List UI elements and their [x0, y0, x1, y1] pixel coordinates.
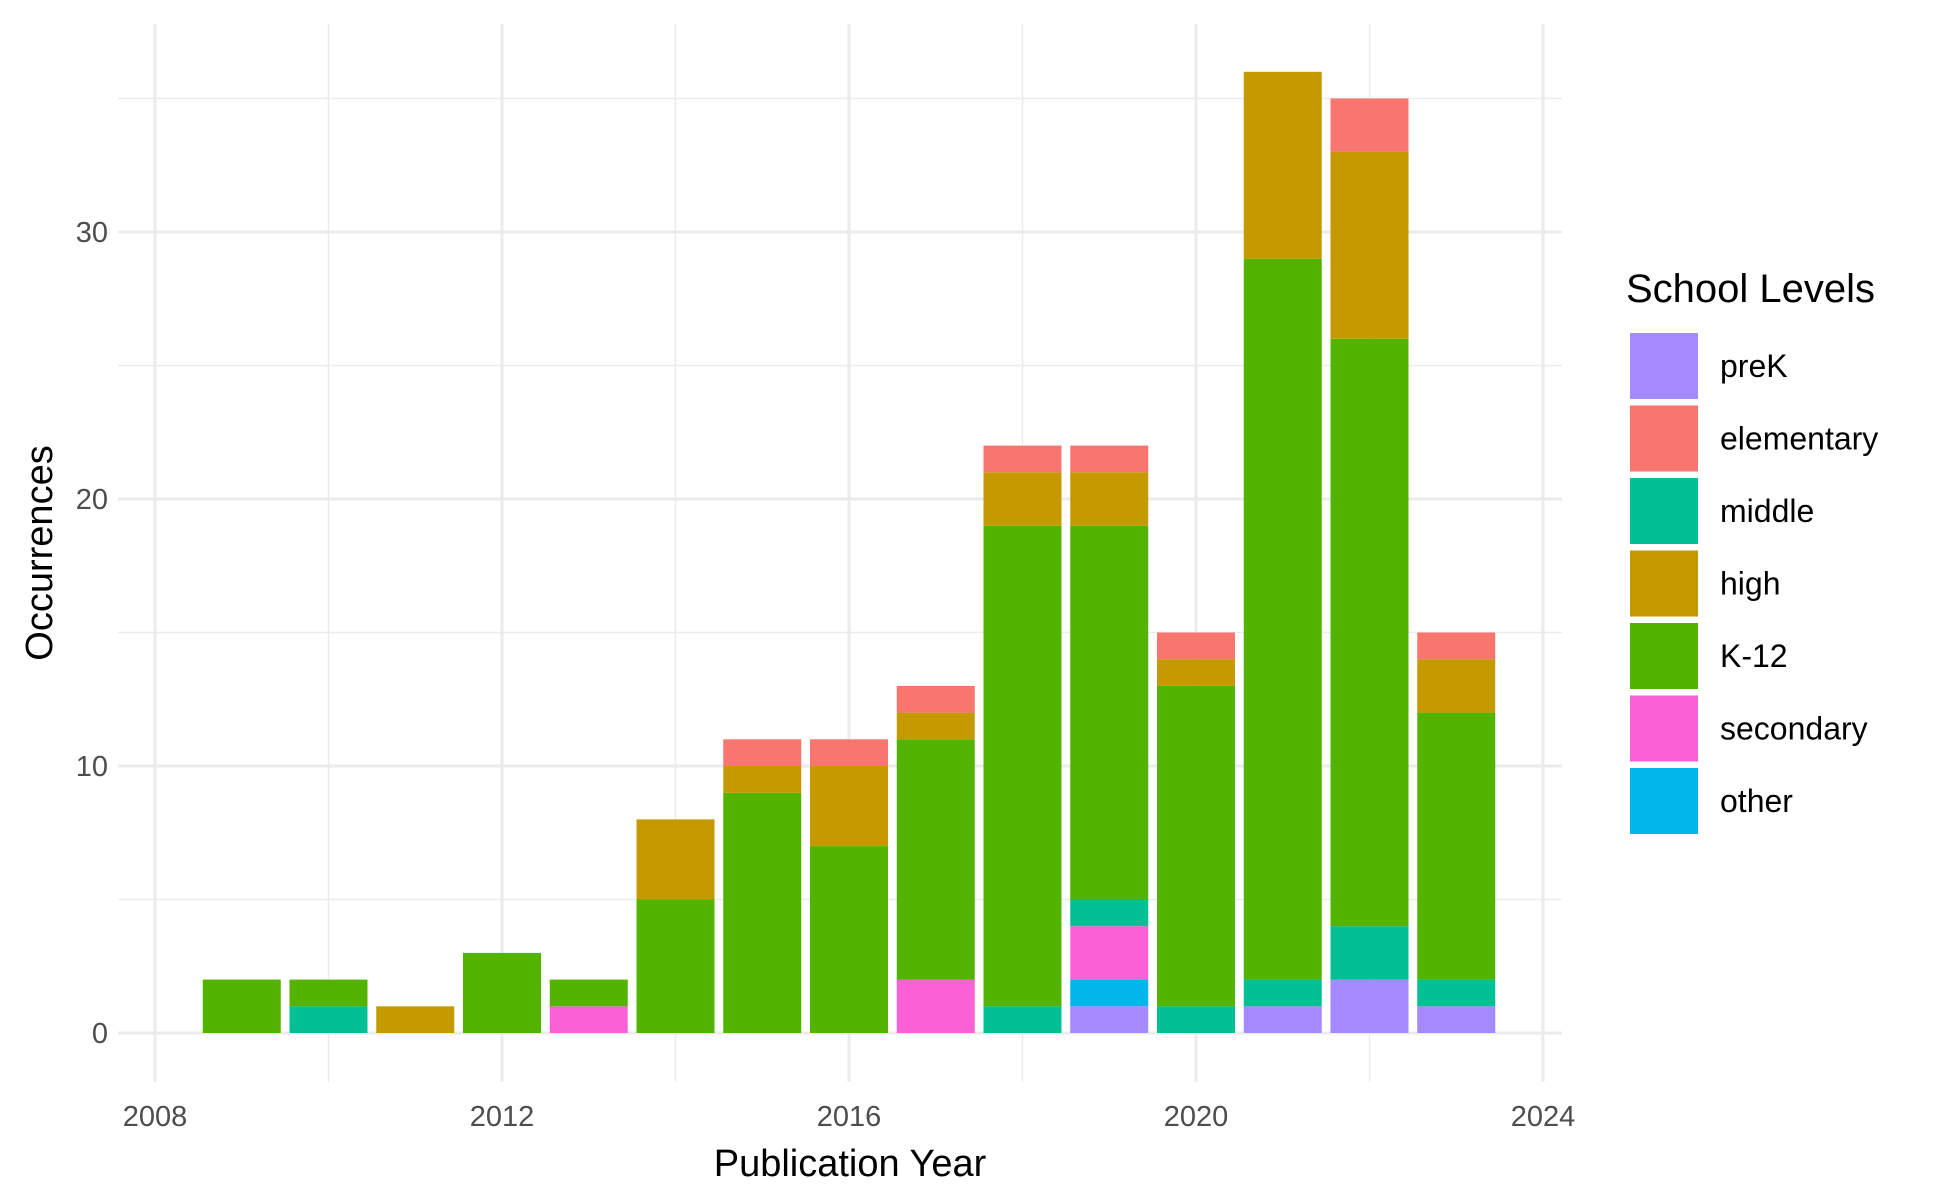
- x-tick-label: 2008: [123, 1101, 188, 1133]
- bar-segment-high-2022: [1330, 151, 1409, 339]
- bar-segment-middle-2021: [1243, 979, 1322, 1007]
- bar-segment-middle-2018: [983, 1006, 1062, 1033]
- bar-segment-prek-2021: [1243, 1006, 1322, 1033]
- bar-segment-k-12-2020: [1157, 685, 1235, 1007]
- y-axis-tick-labels: 0 10 20 30: [76, 217, 108, 1050]
- legend-key-elementary: [1630, 405, 1698, 472]
- bar-segment-k-12-2017: [896, 739, 975, 980]
- bar-segment-secondary-2019: [1070, 926, 1149, 980]
- legend: School Levels preK elementary middle high K-…: [1626, 267, 1878, 834]
- bar-segment-other-2019: [1070, 979, 1149, 1007]
- bar-segment-high-2015: [723, 766, 802, 793]
- x-axis-tick-labels: 2008 2012 2016 2020 2024: [123, 1101, 1576, 1133]
- y-tick-label: 0: [92, 1018, 108, 1050]
- bar-segment-elementary-2017: [896, 685, 975, 713]
- bar-segment-middle-2023: [1417, 979, 1496, 1007]
- bar-segment-secondary-2013: [549, 1006, 628, 1033]
- bar-segment-high-2017: [896, 712, 975, 740]
- y-tick-label: 30: [76, 217, 108, 249]
- legend-key-k-12: [1630, 623, 1698, 689]
- legend-label-k-12: K-12: [1720, 638, 1788, 674]
- legend-label-prek: preK: [1720, 348, 1788, 384]
- bar-segment-elementary-2020: [1157, 632, 1235, 660]
- legend-label-high: high: [1720, 566, 1781, 602]
- legend-key-secondary: [1630, 695, 1698, 762]
- bar-segment-elementary-2018: [983, 445, 1062, 473]
- bar-segment-elementary-2022: [1330, 98, 1409, 152]
- legend-label-elementary: elementary: [1720, 421, 1878, 457]
- legend-label-secondary: secondary: [1720, 711, 1868, 747]
- legend-label-other: other: [1720, 783, 1793, 819]
- bar-segment-k-12-2023: [1417, 712, 1496, 980]
- bar-segments: [202, 71, 1496, 1033]
- bar-segment-prek-2019: [1070, 1006, 1149, 1033]
- bar-segment-k-12-2019: [1070, 525, 1149, 900]
- bar-segment-k-12-2010: [289, 979, 368, 1007]
- bar-segment-elementary-2023: [1417, 632, 1496, 660]
- bar-segment-high-2019: [1070, 472, 1149, 526]
- legend-key-high: [1630, 550, 1698, 617]
- bar-segment-elementary-2016: [810, 739, 888, 766]
- legend-key-other: [1630, 768, 1698, 834]
- bar-segment-middle-2010: [289, 1006, 368, 1033]
- bar-segment-prek-2022: [1330, 979, 1409, 1033]
- bar-segment-middle-2022: [1330, 926, 1409, 980]
- legend-key-middle: [1630, 478, 1698, 544]
- bar-segment-k-12-2012: [463, 952, 541, 1033]
- bar-segment-k-12-2018: [983, 525, 1062, 1007]
- y-tick-label: 10: [76, 751, 108, 783]
- legend-label-middle: middle: [1720, 493, 1814, 529]
- bar-segment-k-12-2013: [549, 979, 628, 1007]
- y-tick-label: 20: [76, 484, 108, 516]
- bar-segment-elementary-2019: [1070, 445, 1149, 473]
- x-axis-title: Publication Year: [714, 1143, 987, 1185]
- bar-segment-k-12-2022: [1330, 338, 1409, 927]
- bar-segment-secondary-2017: [896, 979, 975, 1033]
- bar-segment-high-2014: [636, 819, 715, 900]
- bar-segment-prek-2023: [1417, 1006, 1496, 1033]
- legend-title: School Levels: [1626, 267, 1875, 311]
- y-axis-title: Occurrences: [19, 445, 61, 660]
- bar-segment-middle-2019: [1070, 899, 1149, 927]
- bar-segment-middle-2020: [1157, 1006, 1235, 1033]
- x-tick-label: 2012: [470, 1101, 535, 1133]
- legend-key-prek: [1630, 333, 1698, 399]
- bar-segment-high-2011: [376, 1006, 455, 1033]
- bar-segment-k-12-2021: [1243, 258, 1322, 980]
- x-tick-label: 2020: [1164, 1101, 1229, 1133]
- x-tick-label: 2024: [1511, 1101, 1576, 1133]
- bar-segment-high-2016: [810, 766, 888, 847]
- bar-segment-k-12-2016: [810, 846, 888, 1033]
- bar-segment-high-2021: [1243, 71, 1322, 259]
- bar-segment-high-2023: [1417, 659, 1496, 713]
- bar-segment-k-12-2009: [202, 979, 281, 1033]
- bar-segment-elementary-2015: [723, 739, 802, 766]
- bar-segment-k-12-2015: [723, 792, 802, 1033]
- bar-segment-k-12-2014: [636, 899, 715, 1033]
- bar-segment-high-2018: [983, 472, 1062, 526]
- bar-segment-high-2020: [1157, 659, 1235, 686]
- x-tick-label: 2016: [817, 1101, 882, 1133]
